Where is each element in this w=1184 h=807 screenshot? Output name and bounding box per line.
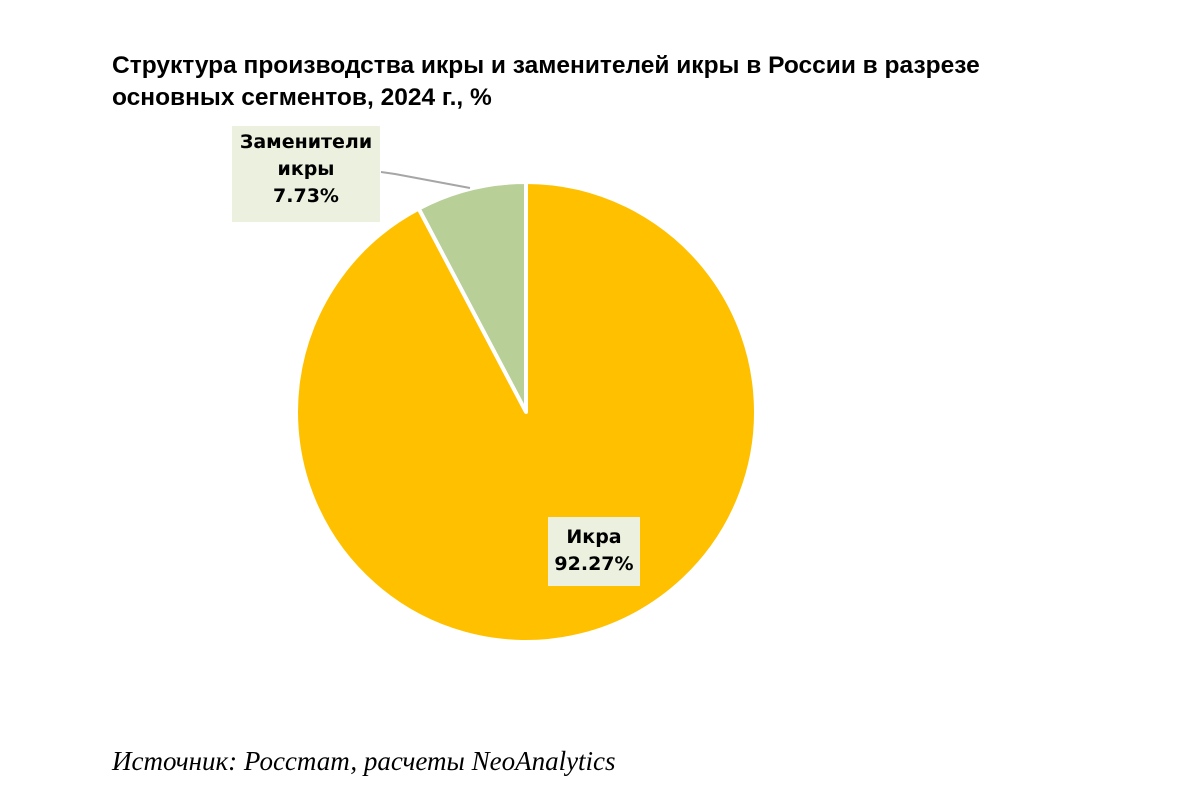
data-label-substitutes-name-2: икры	[277, 158, 335, 180]
data-label-caviar-name: Икра	[566, 526, 622, 548]
data-label-substitutes: Заменители икры 7.73%	[232, 126, 380, 222]
source-note: Источник: Росстат, расчеты NeoAnalytics	[112, 746, 616, 776]
chart-title: Структура производства икры и заменителе…	[112, 50, 1132, 114]
chart-title-line-1: Структура производства икры и заменителе…	[112, 52, 980, 79]
pie-slices	[294, 180, 758, 644]
data-label-caviar: Икра 92.27%	[548, 517, 640, 586]
data-label-caviar-value: 92.27%	[554, 553, 634, 575]
data-label-substitutes-value: 7.73%	[273, 185, 339, 207]
leader-line-substitutes	[380, 171, 471, 189]
chart-title-line-2: основных сегментов, 2024 г., %	[112, 84, 492, 111]
pie-slice-substitutes	[416, 180, 528, 414]
data-label-substitutes-name-1: Заменители	[239, 131, 373, 153]
pie-slice-caviar	[294, 180, 758, 644]
